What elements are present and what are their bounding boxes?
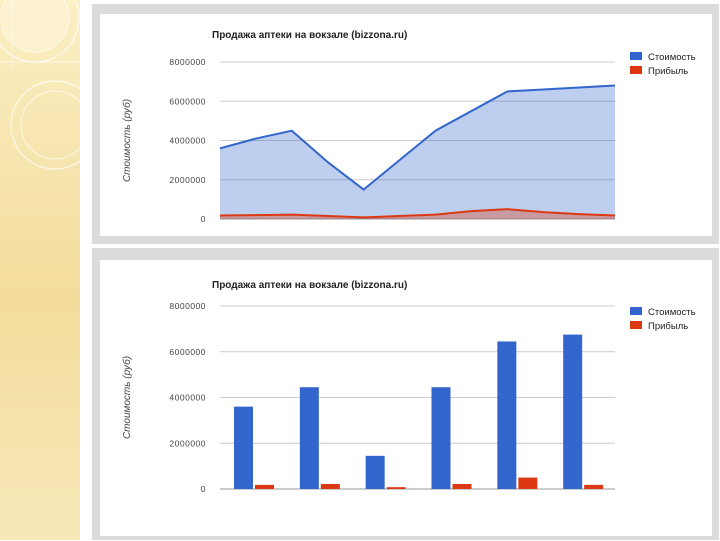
legend-label: Прибыль bbox=[648, 321, 688, 332]
bar-pribyl bbox=[518, 477, 538, 489]
bar-stoimost bbox=[234, 406, 253, 489]
bar-stoimost bbox=[563, 334, 583, 489]
legend-swatch bbox=[630, 66, 642, 74]
bar-pribyl bbox=[386, 487, 406, 489]
bar-stoimost bbox=[365, 455, 385, 489]
legend-label: Прибыль bbox=[648, 66, 688, 77]
bar-chart: 0 2000000 4000000 6000000 8000000 Продажа ап… bbox=[121, 280, 696, 494]
y-tick-label: 4000000 bbox=[169, 136, 206, 146]
area-fill-stoimost bbox=[220, 85, 615, 219]
y-tick-label: 6000000 bbox=[169, 96, 206, 106]
y-tick-label: 0 bbox=[201, 214, 206, 224]
legend-swatch bbox=[630, 321, 642, 329]
y-axis-label: Стоимость (руб) bbox=[121, 99, 133, 182]
bar-pribyl bbox=[255, 484, 274, 489]
chart-title: Продажа аптеки на вокзале (bizzona.ru) bbox=[212, 280, 407, 291]
decorative-side-band bbox=[0, 0, 80, 540]
area-chart-panel: 0 2000000 4000000 6000000 8000000 Продажа ап… bbox=[92, 4, 719, 244]
legend-label: Стоимость bbox=[648, 52, 696, 63]
series-line-stoimost bbox=[219, 84, 616, 191]
y-tick-label: 2000000 bbox=[169, 175, 206, 185]
legend-swatch bbox=[630, 307, 642, 315]
y-tick-label: 2000000 bbox=[169, 438, 206, 448]
bar-pribyl bbox=[320, 483, 340, 489]
y-tick-label: 6000000 bbox=[169, 347, 206, 357]
bar-stoimost bbox=[431, 387, 451, 489]
bar-pribyl bbox=[452, 483, 472, 489]
y-axis-label: Стоимость (руб) bbox=[121, 356, 133, 439]
bar-chart-panel: 0 2000000 4000000 6000000 8000000 Продажа ап… bbox=[92, 248, 719, 540]
bar-stoimost bbox=[299, 387, 319, 489]
series-line-pribyl bbox=[219, 208, 616, 219]
decorative-circles bbox=[0, 0, 80, 170]
chart-title: Продажа аптеки на вокзале (bizzona.ru) bbox=[212, 30, 407, 41]
legend-label: Стоимость bbox=[648, 307, 696, 318]
y-tick-label: 8000000 bbox=[169, 57, 206, 67]
y-tick-label: 4000000 bbox=[169, 393, 206, 403]
area-chart-card: 0 2000000 4000000 6000000 8000000 Продажа ап… bbox=[100, 14, 712, 236]
bar-chart-card: 0 2000000 4000000 6000000 8000000 Продажа ап… bbox=[100, 260, 712, 536]
area-chart: 0 2000000 4000000 6000000 8000000 Продажа ап… bbox=[121, 30, 696, 224]
bar-pribyl bbox=[584, 484, 604, 489]
legend-swatch bbox=[630, 52, 642, 60]
bar-stoimost bbox=[497, 341, 517, 489]
y-tick-label: 0 bbox=[201, 484, 206, 494]
y-tick-label: 8000000 bbox=[169, 301, 206, 311]
